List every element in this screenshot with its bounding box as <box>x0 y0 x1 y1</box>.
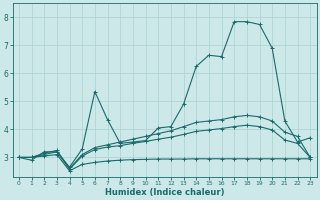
X-axis label: Humidex (Indice chaleur): Humidex (Indice chaleur) <box>105 188 224 197</box>
